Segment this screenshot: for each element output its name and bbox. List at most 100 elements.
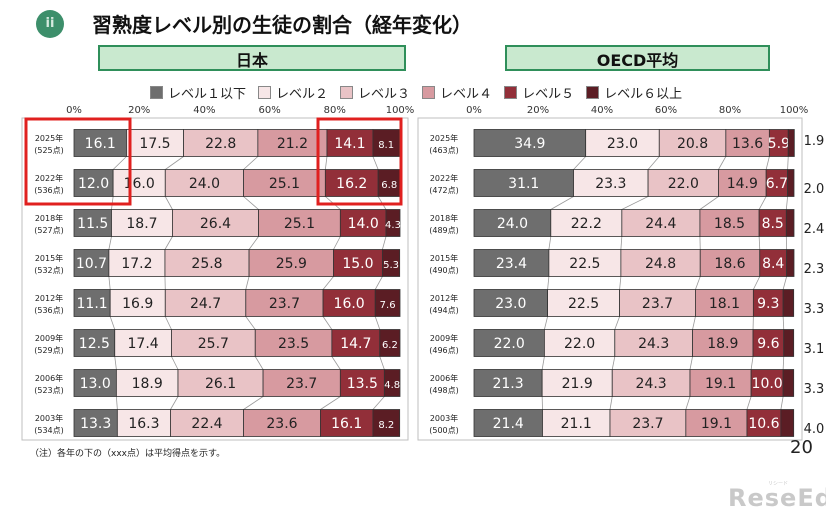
japan-bar-segment [258,209,341,237]
japan-data-label: 16.3 [128,416,159,432]
highlight-box-1 [24,117,132,206]
legend-swatch-level5 [504,86,518,99]
japan-boundary-connector [324,156,328,170]
japan-xtick-label: 60% [258,105,280,116]
oecd-boundary-connector [614,316,620,330]
japan-data-label: 16.0 [334,296,365,312]
oecd-data-label: 3.1 [804,342,825,357]
japan-boundary-connector [108,236,112,250]
oecd-data-label: 23.3 [595,176,626,192]
oecd-bar-segment [473,169,574,197]
japan-bar-segment [262,369,341,397]
oecd-bar-segment [780,409,795,437]
japan-boundary-connector [170,396,179,410]
oecd-boundary-connector [782,276,788,290]
japan-data-label: 25.8 [191,256,222,272]
japan-data-label: 16.0 [124,176,155,192]
japan-bar-segment [73,209,112,237]
japan-bar-segment [326,129,374,157]
oecd-data-label: 24.0 [497,216,528,232]
oecd-bar-segment [473,409,543,437]
japan-bar-segment [248,249,334,277]
oecd-data-label: 8.4 [762,256,784,272]
legend-item-level5: レベル５ [504,83,574,102]
japan-row-label-score: (527点) [34,226,64,235]
oecd-data-label: 14.9 [727,176,758,192]
legend-label-level6: レベル６以上 [604,87,683,102]
oecd-boundary-connector [544,316,548,330]
japan-data-label: 25.9 [276,256,307,272]
oecd-row-label-score: (496点) [429,346,459,355]
japan-bar-segment [73,289,111,317]
japan-data-label: 5.3 [383,260,399,271]
japan-boundary-connector [372,396,385,410]
japan-bar-segment [126,129,184,157]
oecd-bar-segment [782,289,795,317]
oecd-data-label: 21.1 [561,416,592,432]
legend-swatch-level2 [258,86,272,99]
oecd-data-label: 5.9 [768,136,790,152]
japan-boundary-connector [245,316,256,330]
japan-boundary-connector [245,276,250,290]
oecd-boundary-connector [695,276,701,290]
oecd-plot-frame [417,117,803,441]
japan-boundary-connector [372,156,379,170]
japan-data-label: 15.0 [342,256,373,272]
oecd-data-label: 10.0 [752,376,783,392]
oecd-row-label-year: 2022年 [430,173,458,183]
oecd-bar-segment [699,249,761,277]
oecd-data-label: 1.9 [804,134,825,149]
oecd-data-label: 19.1 [705,376,736,392]
japan-boundary-connector [248,236,259,250]
japan-data-label: 11.5 [77,216,108,232]
japan-bar-segment [73,249,110,277]
oecd-bar-segment [685,409,748,437]
japan-row-label-year: 2025年 [35,133,63,143]
oecd-bar-segment [752,289,784,317]
japan-bar-segment [243,169,326,197]
japan-data-label: 13.3 [80,416,111,432]
japan-row-label-score: (532点) [34,266,64,275]
oecd-data-label: 19.1 [701,416,732,432]
page-number: 20 [790,437,813,458]
oecd-data-label: 23.0 [607,136,638,152]
oecd-boundary-connector [619,276,622,290]
oecd-bar-segment [473,129,587,157]
japan-data-label: 22.4 [191,416,222,432]
legend-label-level2: レベル２ [276,87,329,102]
japan-row-label-score: (536点) [34,306,64,315]
japan-xtick-label: 40% [193,105,215,116]
japan-row-label-year: 2018年 [35,213,63,223]
oecd-boundary-connector [785,196,788,210]
japan-bar-segment [164,289,247,317]
japan-bar-segment [383,369,401,397]
japan-data-label: 24.7 [190,296,221,312]
legend-label-level4: レベル４ [440,87,493,102]
oecd-data-label: 18.6 [714,256,745,272]
japan-data-label: 23.7 [269,296,300,312]
japan-boundary-connector [243,196,259,210]
oecd-data-label: 4.0 [804,422,825,437]
legend-swatch-level4 [422,86,436,99]
oecd-bar-segment [585,129,660,157]
oecd-data-label: 23.7 [642,296,673,312]
oecd-data-label: 24.3 [638,336,669,352]
oecd-boundary-connector [765,156,770,170]
japan-bar-segment [112,169,166,197]
oecd-row-label-year: 2006年 [430,373,458,383]
oecd-data-label: 21.3 [492,376,523,392]
japan-bar-segment [73,129,127,157]
oecd-boundary-connector [547,276,550,290]
watermark-sub: リシード [768,481,789,487]
oecd-data-label: 31.1 [508,176,539,192]
japan-boundary-connector [379,356,385,370]
oecd-data-label: 22.0 [564,336,595,352]
oecd-bar-segment [758,209,787,237]
japan-data-label: 13.0 [80,376,111,392]
japan-bar-segment [339,369,385,397]
oecd-data-label: 3.3 [804,382,825,397]
japan-bar-segment [73,409,118,437]
japan-data-label: 16.2 [336,176,367,192]
japan-data-label: 12.5 [79,336,110,352]
